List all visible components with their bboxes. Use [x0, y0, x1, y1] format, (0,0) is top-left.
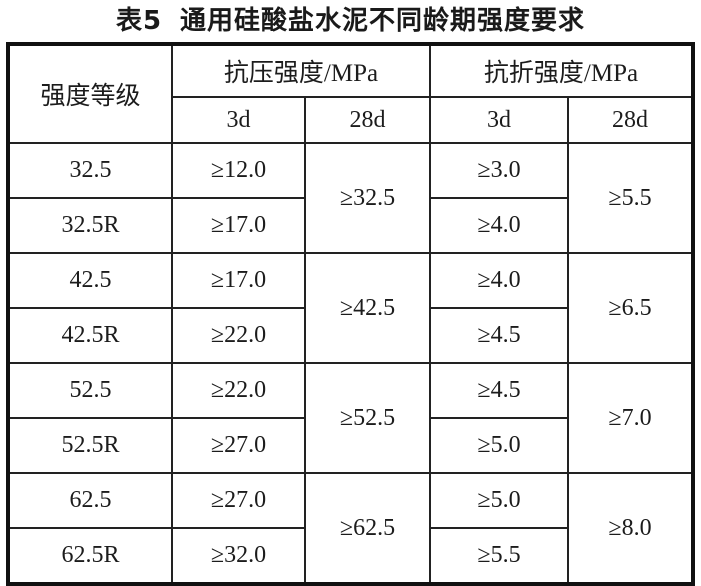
grade-cell: 32.5: [7, 142, 173, 199]
flex-3d-cell: ≥4.5: [429, 362, 569, 419]
flex-3d-cell: ≥4.0: [429, 252, 569, 309]
table-row: 42.5 ≥17.0 ≥42.5 ≥4.0 ≥6.5: [7, 252, 694, 364]
header-flex-28d: 28d: [567, 96, 694, 144]
flex-28d-cell: ≥6.5: [567, 252, 694, 364]
flex-28d-cell: ≥8.0: [567, 472, 694, 585]
table-row: 32.5R ≥17.0 ≥4.0: [7, 197, 693, 254]
flex-28d-cell: ≥7.0: [567, 362, 694, 474]
flex-3d-cell: ≥5.5: [429, 527, 569, 585]
header-row-sub: 3d 28d 3d 28d: [8, 96, 694, 144]
comp-3d-cell: ≥12.0: [171, 142, 306, 199]
flex-3d-cell: ≥4.0: [429, 197, 569, 254]
comp-3d-cell: ≥17.0: [171, 252, 306, 309]
comp-28d-cell: ≥62.5: [304, 472, 431, 585]
strength-requirements-table: 强度等级 抗压强度/MPa 抗折强度/MPa 3d 28d 3d 28d 32.…: [6, 42, 695, 586]
comp-3d-cell: ≥27.0: [171, 472, 306, 529]
flex-3d-cell: ≥4.5: [429, 307, 569, 364]
grade-cell: 42.5: [7, 252, 173, 309]
grade-cell: 32.5R: [7, 197, 173, 254]
flex-3d-cell: ≥5.0: [429, 472, 569, 529]
comp-3d-cell: ≥32.0: [171, 527, 306, 585]
table-row: 52.5 ≥22.0 ≥52.5 ≥4.5 ≥7.0: [7, 362, 694, 474]
comp-3d-cell: ≥22.0: [171, 307, 306, 364]
header-compressive: 抗压强度/MPa: [171, 43, 431, 98]
table-title-text: 通用硅酸盐水泥不同龄期强度要求: [180, 6, 586, 36]
flex-3d-cell: ≥5.0: [429, 417, 569, 474]
comp-28d-cell: ≥52.5: [304, 362, 431, 474]
flex-28d-cell: ≥5.5: [567, 142, 694, 254]
header-row-top: 强度等级 抗压强度/MPa 抗折强度/MPa: [7, 43, 694, 144]
grade-cell: 52.5: [7, 362, 173, 419]
header-comp-3d: 3d: [171, 96, 306, 144]
table-row: 52.5R ≥27.0 ≥5.0: [7, 417, 693, 474]
header-grade: 强度等级: [7, 43, 173, 144]
grade-cell: 62.5: [7, 472, 173, 529]
comp-3d-cell: ≥27.0: [171, 417, 306, 474]
header-comp-28d: 28d: [304, 96, 431, 144]
grade-cell: 62.5R: [7, 527, 173, 585]
flex-3d-cell: ≥3.0: [429, 142, 569, 199]
grade-cell: 42.5R: [7, 307, 173, 364]
table-row: 42.5R ≥22.0 ≥4.5: [7, 307, 693, 364]
comp-28d-cell: ≥32.5: [304, 142, 431, 254]
comp-28d-cell: ≥42.5: [304, 252, 431, 364]
table-title: 表5 通用硅酸盐水泥不同龄期强度要求: [0, 2, 701, 40]
header-flex-3d: 3d: [429, 96, 569, 144]
comp-3d-cell: ≥17.0: [171, 197, 306, 254]
grade-cell: 52.5R: [7, 417, 173, 474]
comp-3d-cell: ≥22.0: [171, 362, 306, 419]
table-row: 62.5 ≥27.0 ≥62.5 ≥5.0 ≥8.0: [7, 472, 694, 585]
table-row: 32.5 ≥12.0 ≥32.5 ≥3.0 ≥5.5: [7, 142, 694, 254]
table-number: 表5: [115, 6, 163, 36]
header-flexural: 抗折强度/MPa: [429, 43, 694, 98]
